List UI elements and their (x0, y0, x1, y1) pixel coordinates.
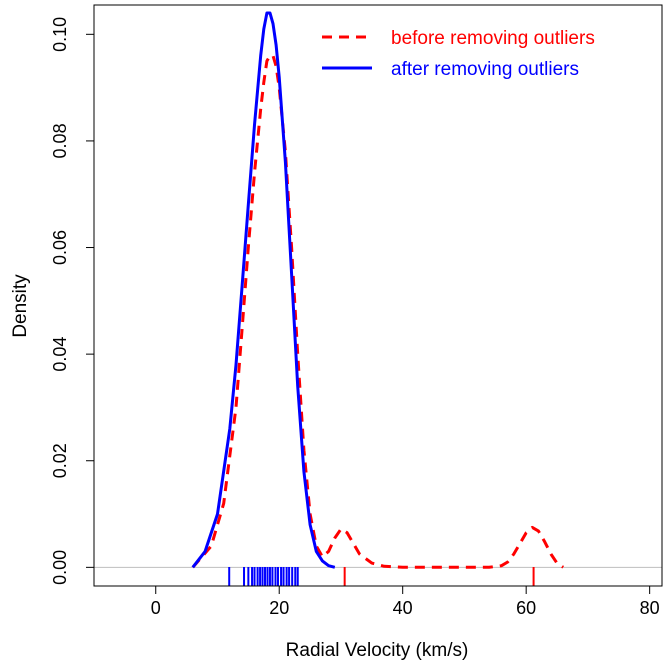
legend-label-2: after removing outliers (391, 59, 579, 80)
x-tick-label: 0 (151, 598, 161, 618)
series-line-1 (191, 54, 565, 569)
y-tick-label: 0.00 (50, 550, 70, 585)
axes: 0 20 40 60 80 0.00 0.02 0.04 0.06 0.08 0.10 (50, 4, 663, 618)
series-line-2 (191, 11, 336, 569)
legend-label-1: before removing outliers (391, 28, 595, 49)
y-tick-label: 0.04 (50, 337, 70, 372)
plot-frame (93, 4, 663, 587)
y-tick-label: 0.02 (50, 443, 70, 478)
x-tick-label: 20 (269, 598, 289, 618)
y-tick-label: 0.06 (50, 230, 70, 265)
x-tick-label: 40 (393, 598, 413, 618)
y-axis-label: Density (10, 274, 31, 338)
y-tick-label: 0.10 (50, 17, 70, 52)
x-tick-label: 60 (516, 598, 536, 618)
x-axis-label: Radial Velocity (km/s) (286, 640, 469, 661)
plot-area (94, 11, 662, 586)
y-tick-label: 0.08 (50, 123, 70, 158)
x-tick-label: 80 (640, 598, 660, 618)
legend: before removing outliers after removing o… (322, 28, 595, 80)
